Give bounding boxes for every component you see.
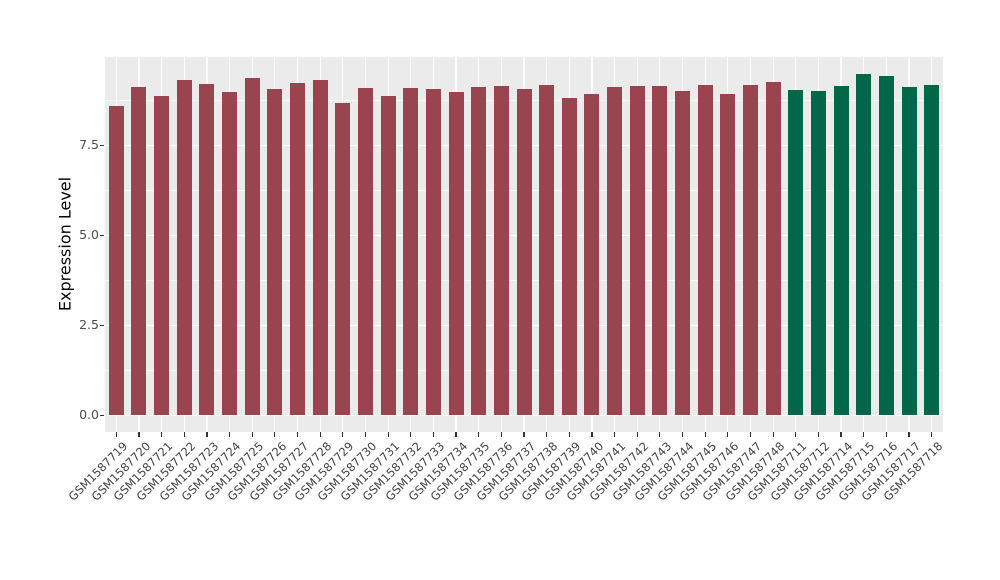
x-tick-mark	[885, 432, 887, 437]
x-tick-mark	[659, 432, 661, 437]
x-tick-mark	[795, 432, 797, 437]
y-tick-mark	[100, 234, 104, 236]
x-tick-mark	[546, 432, 548, 437]
x-tick-mark	[840, 432, 842, 437]
bar-GSM1587721	[154, 95, 170, 415]
bar-GSM1587735	[471, 87, 487, 415]
x-tick-mark	[432, 432, 434, 437]
bar-GSM1587728	[312, 79, 328, 415]
bar-GSM1587739	[561, 97, 577, 415]
x-tick-mark	[500, 432, 502, 437]
x-tick-mark	[704, 432, 706, 437]
x-tick-mark	[364, 432, 367, 437]
x-tick-mark	[274, 432, 276, 437]
bar-GSM1587712	[810, 91, 826, 415]
bar-GSM1587715	[856, 74, 872, 415]
x-tick-mark	[863, 432, 865, 437]
bar-GSM1587724	[222, 91, 238, 415]
bar-GSM1587738	[539, 84, 555, 415]
bar-GSM1587719	[108, 105, 124, 415]
x-tick-mark	[410, 432, 412, 437]
plot-panel	[105, 57, 943, 432]
bar-GSM1587725	[244, 77, 260, 415]
x-tick-mark	[387, 432, 389, 437]
bar-GSM1587717	[901, 87, 917, 415]
bar-GSM1587736	[493, 86, 509, 415]
y-tick-mark	[100, 144, 104, 146]
x-tick-mark	[931, 432, 933, 437]
bar-GSM1587726	[267, 88, 283, 415]
x-tick-mark	[817, 432, 820, 437]
y-tick-mark	[100, 324, 104, 326]
x-tick-mark	[749, 432, 752, 437]
bar-GSM1587740	[584, 93, 600, 415]
x-tick-mark	[591, 432, 593, 437]
y-axis-title: Expression Level	[55, 176, 75, 312]
x-tick-mark	[772, 432, 774, 437]
bar-GSM1587742	[629, 86, 645, 415]
x-tick-mark	[251, 432, 253, 437]
bar-GSM1587731	[380, 96, 396, 415]
x-tick-mark	[206, 432, 208, 437]
x-tick-mark	[228, 432, 231, 437]
x-tick-mark	[296, 432, 299, 437]
x-tick-mark	[568, 432, 570, 437]
x-tick-mark	[455, 432, 457, 437]
x-tick-mark	[319, 432, 321, 437]
bar-GSM1587737	[516, 88, 532, 415]
bar-GSM1587720	[131, 87, 147, 415]
bar-GSM1587730	[357, 88, 373, 415]
x-tick-mark	[613, 432, 616, 437]
bar-GSM1587743	[652, 85, 668, 415]
bar-GSM1587741	[607, 86, 623, 415]
x-tick-mark	[908, 432, 910, 437]
bar-GSM1587748	[765, 81, 781, 415]
x-tick-mark	[115, 432, 117, 437]
bar-GSM1587723	[199, 84, 215, 415]
bar-GSM1587746	[720, 94, 736, 415]
bar-GSM1587727	[290, 83, 305, 415]
bar-GSM1587714	[833, 85, 849, 415]
bar-GSM1587722	[176, 80, 192, 415]
x-tick-mark	[523, 432, 525, 437]
x-tick-mark	[183, 432, 185, 437]
y-tick-label: 7.5	[79, 137, 99, 152]
bar-GSM1587734	[448, 92, 464, 415]
x-tick-mark	[636, 432, 638, 437]
bar-GSM1587732	[403, 87, 419, 415]
x-tick-mark	[138, 432, 140, 437]
bar-GSM1587747	[742, 84, 758, 415]
bar-GSM1587745	[697, 84, 713, 415]
x-tick-mark	[478, 432, 480, 437]
x-tick-mark	[727, 432, 729, 437]
x-tick-mark	[161, 432, 163, 437]
bar-GSM1587744	[675, 91, 691, 415]
y-tick-label: 0.0	[79, 407, 99, 422]
bar-GSM1587733	[425, 88, 441, 415]
bar-GSM1587729	[335, 102, 351, 415]
bar-GSM1587718	[924, 84, 940, 415]
y-tick-label: 5.0	[79, 227, 99, 242]
x-tick-mark	[681, 432, 684, 437]
x-tick-mark	[342, 432, 344, 437]
y-tick-label: 2.5	[79, 317, 99, 332]
bar-GSM1587711	[788, 89, 804, 415]
y-tick-mark	[100, 414, 104, 416]
bar-GSM1587716	[878, 75, 894, 415]
